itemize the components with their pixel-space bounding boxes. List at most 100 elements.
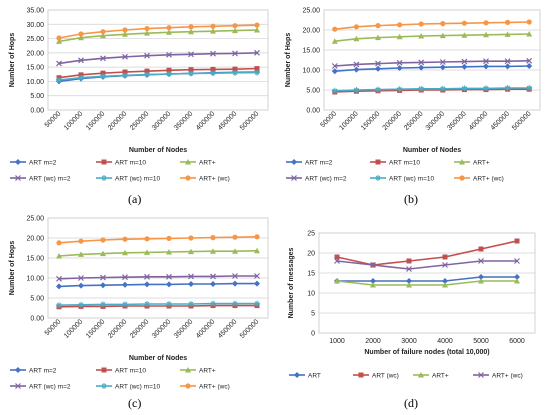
data-point xyxy=(232,66,238,72)
y-tick-label: 35.00 xyxy=(26,8,44,15)
y-tick-label: 30.00 xyxy=(26,22,44,29)
chart-d: 0 5 10 15 20 25 1000 2000 3000 4000 5000 6000 Number… xyxy=(288,231,536,380)
caption-c: (c) xyxy=(128,396,142,410)
data-point xyxy=(440,21,446,27)
x-tick-label: 500000 xyxy=(239,110,261,132)
data-point xyxy=(100,274,106,281)
y-tick-label: 5.00 xyxy=(306,88,320,95)
x-tick-label: 100000 xyxy=(63,110,85,132)
data-point xyxy=(254,300,260,307)
legend-label: ART xyxy=(308,373,321,380)
data-point xyxy=(166,67,172,73)
data-point xyxy=(166,273,172,280)
data-point xyxy=(210,66,216,72)
data-point xyxy=(332,26,338,32)
data-point xyxy=(483,85,489,92)
data-point xyxy=(375,23,381,29)
data-point xyxy=(370,278,376,284)
data-point xyxy=(504,85,511,91)
data-point xyxy=(254,273,260,279)
y-tick-label: 25.00 xyxy=(26,216,44,223)
data-point xyxy=(78,74,84,81)
data-point xyxy=(232,300,238,307)
data-point xyxy=(122,301,128,308)
legend-label: ART (wc) m=2 xyxy=(29,176,71,183)
data-point xyxy=(478,258,484,264)
y-axis-label: Number of Hops xyxy=(285,33,292,88)
data-point xyxy=(188,273,194,280)
x-tick-label: 100000 xyxy=(63,318,85,340)
data-point xyxy=(370,282,376,288)
data-point xyxy=(397,22,403,28)
series-line-ART+ (wc) xyxy=(58,236,258,244)
data-point xyxy=(526,63,533,69)
data-point xyxy=(210,50,216,57)
x-tick-label: 200000 xyxy=(107,318,129,340)
x-tick-label: 50000 xyxy=(44,318,63,337)
data-point xyxy=(78,31,84,37)
y-axis-label: Number of Hops xyxy=(9,241,16,296)
legend-label: ART m=10 xyxy=(115,368,146,375)
data-point xyxy=(166,51,172,58)
series-line-ART m=10 xyxy=(58,67,258,79)
data-point xyxy=(188,248,194,255)
data-point xyxy=(100,73,106,80)
legend-marker-ART+ (wc) xyxy=(185,175,191,181)
y-tick-label: 5 xyxy=(311,311,315,318)
x-tick-label: 5000 xyxy=(473,338,489,345)
data-point xyxy=(334,254,340,260)
data-point xyxy=(439,85,446,92)
x-tick-label: 100000 xyxy=(338,110,360,132)
data-point xyxy=(375,86,381,93)
data-point xyxy=(396,59,403,66)
data-point xyxy=(483,63,489,70)
legend-label: ART+ xyxy=(199,368,216,375)
data-point xyxy=(144,52,150,59)
legend-label: ART+ (wc) xyxy=(492,373,523,380)
legend-label: ART (wc) xyxy=(372,373,399,380)
x-tick-label: 50000 xyxy=(44,110,63,129)
series-line-ART (wc) m=10 xyxy=(58,71,258,81)
data-point xyxy=(232,50,238,57)
y-tick-label: 20 xyxy=(307,251,315,258)
data-point xyxy=(514,278,520,284)
data-point xyxy=(232,280,238,287)
x-tick-label: 400000 xyxy=(195,110,217,132)
legend-label: ART (wc) m=2 xyxy=(29,384,71,391)
plot-area xyxy=(47,217,269,319)
data-point xyxy=(166,281,172,288)
y-tick-label: 20.00 xyxy=(302,28,320,35)
data-point xyxy=(505,19,511,25)
legend-marker-ART m=10 xyxy=(101,367,107,373)
y-tick-label: 25.00 xyxy=(302,8,320,15)
data-point xyxy=(483,31,489,38)
y-tick-label: 10.00 xyxy=(26,79,44,86)
data-point xyxy=(504,58,511,65)
data-point xyxy=(254,280,260,287)
data-point xyxy=(100,250,106,257)
y-tick-label: 20.00 xyxy=(26,236,44,243)
data-point xyxy=(483,58,489,65)
caption-a: (a) xyxy=(128,192,142,206)
legend-marker-ART (wc) m=2 xyxy=(15,175,21,181)
data-point xyxy=(166,301,172,307)
data-point xyxy=(122,31,128,37)
x-tick-label: 250000 xyxy=(129,318,151,340)
x-tick-label: 350000 xyxy=(173,318,195,340)
legend-label: ART m=10 xyxy=(389,160,420,167)
legend-marker-ART m=2 xyxy=(291,159,297,165)
data-point xyxy=(100,237,106,243)
x-tick-label: 250000 xyxy=(403,110,425,132)
legend-marker-ART (wc) m=10 xyxy=(101,175,107,181)
x-tick-label: 150000 xyxy=(85,318,107,340)
data-point xyxy=(210,281,216,287)
series-line-ART+ (wc) xyxy=(336,260,517,270)
y-tick-label: 15 xyxy=(307,271,315,278)
x-tick-label: 300000 xyxy=(151,318,173,340)
legend-marker-ART+ (wc) xyxy=(478,372,484,378)
data-point xyxy=(188,281,194,287)
data-point xyxy=(478,278,484,284)
x-tick-label: 300000 xyxy=(151,110,173,132)
x-tick-label: 150000 xyxy=(360,110,382,132)
data-point xyxy=(78,238,84,244)
